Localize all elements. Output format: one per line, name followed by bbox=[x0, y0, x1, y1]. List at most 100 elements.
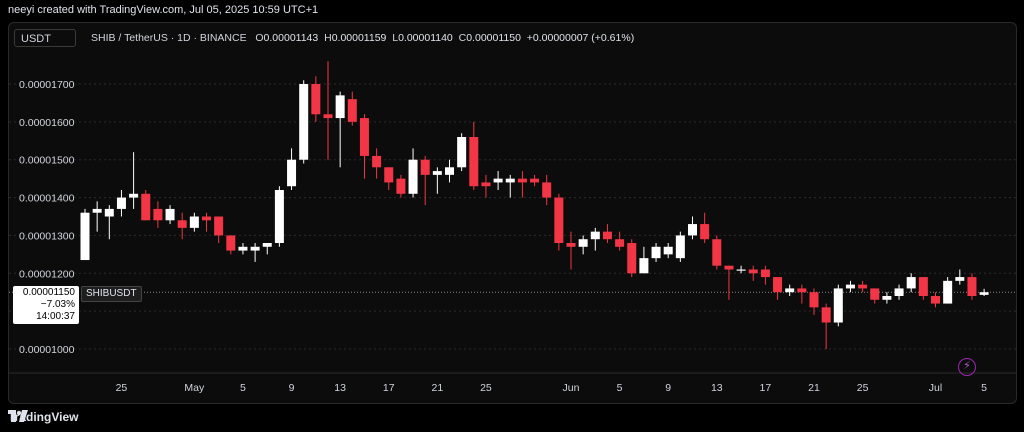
candle-body-down bbox=[359, 118, 369, 156]
x-tick-label: 25 bbox=[116, 382, 128, 394]
x-tick-label: 5 bbox=[981, 382, 987, 394]
candle-body-down bbox=[323, 114, 333, 119]
candle-body-down bbox=[627, 243, 637, 274]
x-tick-label: 17 bbox=[760, 382, 772, 394]
x-tick-label: Jun bbox=[563, 382, 580, 394]
candle-body-up bbox=[92, 208, 102, 213]
candle-body-down bbox=[967, 277, 977, 296]
candle-body-up bbox=[651, 246, 661, 259]
x-tick-label: 25 bbox=[480, 382, 492, 394]
candle-body-down bbox=[566, 243, 576, 247]
legend-title[interactable]: SHIB / TetherUS · 1D · BINANCE bbox=[91, 32, 247, 44]
candle-body-down bbox=[748, 269, 758, 274]
candle-body-up bbox=[335, 95, 345, 119]
x-tick-label: 9 bbox=[289, 382, 295, 394]
candle-body-up bbox=[104, 208, 114, 217]
x-tick-label: 21 bbox=[432, 382, 444, 394]
x-tick-label: 5 bbox=[617, 382, 623, 394]
x-tick-label: 13 bbox=[334, 382, 346, 394]
candle-body-up bbox=[833, 288, 843, 323]
x-tick-label: 9 bbox=[665, 382, 671, 394]
x-tick-label: 17 bbox=[383, 382, 395, 394]
candle-body-down bbox=[760, 269, 770, 278]
candle-body-up bbox=[943, 280, 953, 304]
candle-body-down bbox=[821, 307, 831, 323]
high-value: 0.00001159 bbox=[331, 32, 387, 44]
candle-body-down bbox=[372, 155, 382, 168]
candle-body-down bbox=[554, 197, 564, 243]
tradingview-logo[interactable]: TradingView bbox=[8, 410, 78, 424]
symbol-tag: SHIBUSDT bbox=[81, 286, 142, 302]
candle-body-up bbox=[785, 288, 795, 293]
low-value: 0.00001140 bbox=[398, 32, 453, 44]
candle-body-up bbox=[238, 246, 248, 251]
candle-body-up bbox=[955, 277, 965, 281]
candle-body-up bbox=[894, 288, 904, 296]
y-tick-label: 0.00001600 bbox=[19, 117, 75, 129]
candle-body-down bbox=[226, 235, 236, 251]
candle-body-up bbox=[432, 171, 442, 175]
x-tick-label: May bbox=[184, 382, 205, 394]
candle-body-down bbox=[214, 216, 224, 236]
candle-body-down bbox=[481, 182, 491, 187]
candle-body-down bbox=[870, 288, 880, 300]
symbol-search-box[interactable]: USDT bbox=[14, 29, 76, 47]
candle-body-up bbox=[505, 178, 515, 183]
candle-body-up bbox=[639, 258, 649, 274]
candle-body-down bbox=[724, 265, 734, 270]
close-value: 0.00001150 bbox=[466, 32, 521, 44]
candle-body-down bbox=[202, 216, 211, 221]
candle-body-down bbox=[615, 239, 625, 247]
chart-panel[interactable]: 0.00001000 0.00001200 0.00001300 0.00001400… bbox=[8, 22, 1017, 404]
last-price: 0.00001150 bbox=[22, 287, 75, 298]
candle-body-down bbox=[469, 137, 479, 187]
candle-body-up bbox=[408, 159, 418, 194]
change-value: +0.00000007 (+0.61%) bbox=[526, 32, 635, 44]
candle-body-up bbox=[979, 292, 989, 295]
candlestick-chart[interactable]: 0.00001000 0.00001200 0.00001300 0.00001400… bbox=[9, 23, 1016, 403]
candle-body-up bbox=[189, 216, 199, 228]
y-tick-label: 0.00001200 bbox=[19, 268, 75, 280]
lightning-icon[interactable]: ⚡ bbox=[958, 358, 976, 376]
candle-body-up bbox=[287, 159, 297, 187]
x-tick-label: 25 bbox=[857, 382, 869, 394]
candle-body-up bbox=[845, 284, 855, 289]
y-tick-label: 0.00001000 bbox=[19, 344, 75, 356]
candle-body-up bbox=[129, 193, 139, 198]
low-label: L bbox=[392, 32, 399, 44]
candle-body-down bbox=[712, 239, 722, 266]
candle-body-down bbox=[177, 220, 187, 228]
candle-body-down bbox=[700, 224, 710, 240]
open-value: 0.00001143 bbox=[263, 32, 319, 44]
y-tick-label: 0.00001300 bbox=[19, 230, 75, 242]
candle-body-up bbox=[493, 178, 503, 183]
bar-countdown: 14:00:37 bbox=[36, 311, 75, 322]
candle-body-up bbox=[80, 212, 90, 261]
x-tick-label: 13 bbox=[711, 382, 723, 394]
close-label: C bbox=[458, 32, 467, 44]
candle-body-down bbox=[542, 182, 552, 198]
x-tick-label: Jul bbox=[929, 382, 942, 394]
candle-body-up bbox=[262, 243, 272, 247]
candle-body-down bbox=[141, 193, 151, 221]
last-price-tag: 0.00001150 −7.03% 14:00:37 bbox=[13, 286, 79, 324]
x-tick-label: 5 bbox=[240, 382, 246, 394]
candle-body-down bbox=[918, 277, 928, 296]
candle-body-down bbox=[517, 178, 527, 183]
candle-body-down bbox=[809, 292, 819, 308]
ohlc-legend: SHIB / TetherUS · 1D · BINANCE O0.000011… bbox=[91, 32, 634, 44]
candle-body-down bbox=[384, 167, 394, 183]
candle-body-up bbox=[590, 231, 600, 240]
candle-body-down bbox=[153, 208, 163, 221]
candle-body-up bbox=[663, 246, 673, 255]
candle-body-up bbox=[882, 296, 892, 300]
open-label: O bbox=[255, 32, 264, 44]
candle-body-down bbox=[347, 99, 357, 122]
candle-body-down bbox=[311, 84, 321, 115]
candle-body-up bbox=[299, 84, 309, 160]
x-tick-label: 21 bbox=[808, 382, 820, 394]
candle-body-up bbox=[274, 190, 284, 243]
candle-body-up bbox=[116, 197, 126, 209]
candle-body-up bbox=[675, 235, 685, 259]
candle-body-up bbox=[906, 277, 916, 289]
